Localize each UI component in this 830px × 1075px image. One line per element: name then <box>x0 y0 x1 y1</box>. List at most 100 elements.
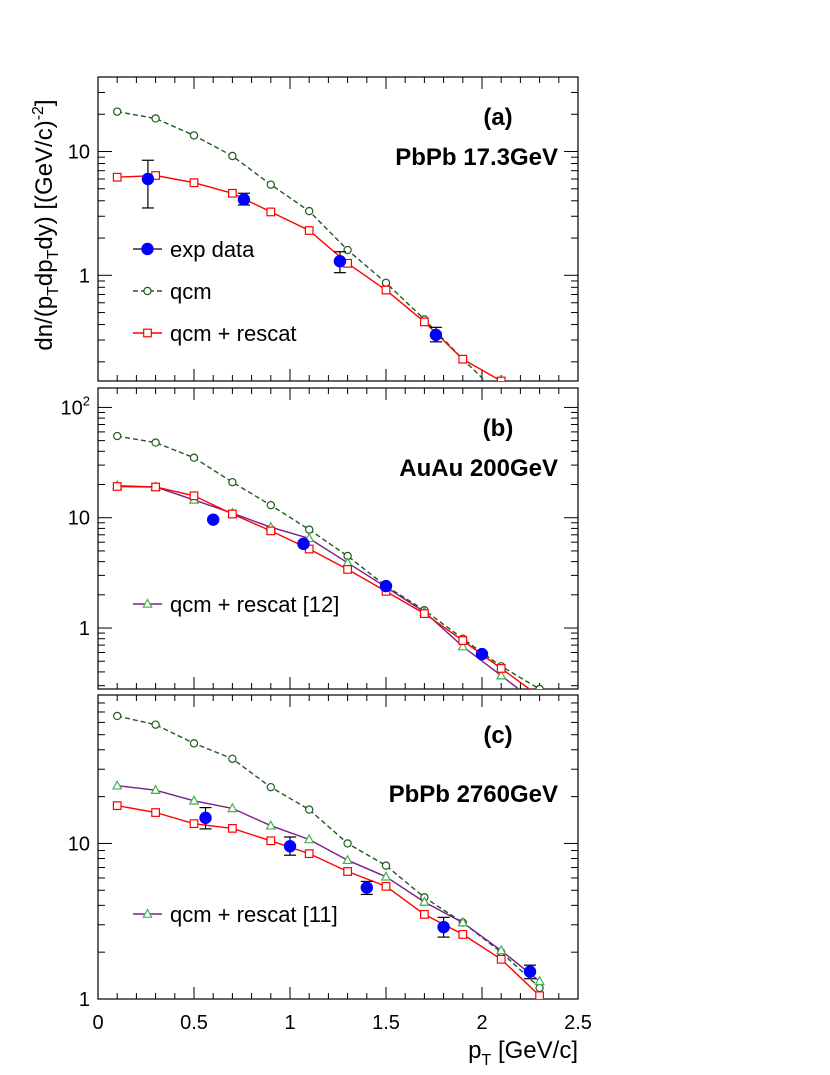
ref-point <box>535 701 543 709</box>
collision-system-label: AuAu 200GeV <box>399 455 558 482</box>
qcm-point <box>151 114 160 123</box>
legend-label: qcm <box>170 279 212 304</box>
exp-point <box>207 513 220 526</box>
qcm-point <box>112 431 122 441</box>
rescat-point <box>228 509 237 519</box>
panel-1: 1 10 (a) PbPb 17.3GeV exp data qcm qcm + resca… <box>68 76 579 422</box>
exp-point <box>429 328 443 342</box>
rescat-point <box>381 285 391 295</box>
exp-point <box>475 647 489 661</box>
rescat-point <box>458 354 468 364</box>
y-tick-label: 1 <box>79 989 90 1011</box>
legend-entry-qcm: qcm <box>133 279 212 304</box>
rescat-point <box>266 207 276 217</box>
rescat-point <box>228 188 237 198</box>
legend-label: exp data <box>170 237 255 262</box>
panel-frame <box>97 387 579 690</box>
legend-marker <box>143 328 152 338</box>
exp-point <box>333 255 347 268</box>
ref-point <box>342 557 353 567</box>
qcm-point <box>343 839 352 848</box>
ref-point <box>342 854 353 865</box>
panel-2: 1 10 102 (b) AuAu 200GeV qcm + rescat [12] <box>61 387 579 709</box>
exp-point <box>141 172 155 186</box>
rescat-point <box>266 526 276 536</box>
y-tick-label: 10 <box>68 508 90 530</box>
rescat-point <box>458 636 468 645</box>
ref-point <box>457 640 469 651</box>
rescat-line <box>117 485 531 689</box>
qcm-point <box>189 131 199 140</box>
rescat-point <box>343 867 352 876</box>
rescat-point <box>496 664 506 673</box>
ref-point <box>111 779 123 790</box>
legend-marker <box>142 598 153 608</box>
legend-marker <box>142 908 153 918</box>
qcm-point <box>305 805 314 814</box>
exp-point <box>237 193 251 206</box>
rescat-point <box>112 801 122 811</box>
ref-point <box>380 871 392 881</box>
qcm-point <box>228 477 237 487</box>
ref-point <box>419 896 430 906</box>
qcm-point <box>112 711 122 721</box>
rescat-point <box>420 909 429 919</box>
rescat-point <box>536 414 544 422</box>
panel-label: (a) <box>483 104 512 131</box>
qcm-point <box>189 453 199 462</box>
rescat-line <box>117 174 503 381</box>
qcm-point <box>343 245 352 255</box>
rescat-point <box>420 317 429 327</box>
qcm-line <box>117 715 541 989</box>
rescat-point <box>304 849 314 859</box>
x-tick-label: 1.5 <box>372 1012 400 1034</box>
qcm-point <box>228 151 237 161</box>
exp-point <box>283 839 297 853</box>
rescat-point <box>112 482 122 491</box>
x-tick-label: 2.5 <box>564 1012 592 1034</box>
y-tick-label: 102 <box>61 393 90 419</box>
collision-system-label: PbPb 2760GeV <box>389 781 558 808</box>
y-axis-label: dn/(pTdpTdy) [(GeV/c)-2] <box>30 99 62 350</box>
rescat-point <box>496 954 506 964</box>
qcm-line <box>117 110 487 381</box>
exp-point <box>360 881 373 894</box>
qcm-point <box>266 782 275 792</box>
qcm-point <box>151 438 160 447</box>
rescat-point <box>189 178 199 188</box>
y-tick-label: 10 <box>68 142 90 164</box>
qcm-point <box>535 684 544 689</box>
ref-line <box>117 485 520 689</box>
x-tick-label: 0.5 <box>180 1012 208 1034</box>
legend-entry-exp: exp data <box>133 237 255 262</box>
rescat-point <box>496 376 506 381</box>
panel-frame <box>97 76 579 382</box>
qcm-line <box>117 435 540 689</box>
qcm-point <box>266 180 275 189</box>
qcm-point <box>381 278 391 287</box>
qcm-point <box>266 500 275 510</box>
ref-point <box>227 802 238 813</box>
exp-point <box>523 965 537 978</box>
exp-point <box>297 537 310 551</box>
qcm-point <box>151 720 160 729</box>
exp-point <box>199 811 212 825</box>
y-tick-label: 1 <box>79 618 90 640</box>
rescat-point <box>343 564 352 574</box>
rescat-point <box>304 226 314 235</box>
rescat-point <box>189 491 199 501</box>
rescat-line <box>117 804 541 997</box>
ref-point <box>265 819 277 830</box>
qcm-point <box>305 525 314 534</box>
ref-point <box>188 795 200 805</box>
x-axis-label: pT [GeV/c] <box>468 1037 578 1069</box>
qcm-point <box>189 739 199 748</box>
legend-label: qcm + rescat [11] <box>170 902 338 927</box>
rescat-point <box>458 930 468 939</box>
plot-area <box>111 711 545 999</box>
rescat-point <box>228 823 237 833</box>
x-tick-label: 0 <box>92 1012 103 1034</box>
rescat-point <box>151 482 161 492</box>
rescat-point <box>112 172 122 182</box>
